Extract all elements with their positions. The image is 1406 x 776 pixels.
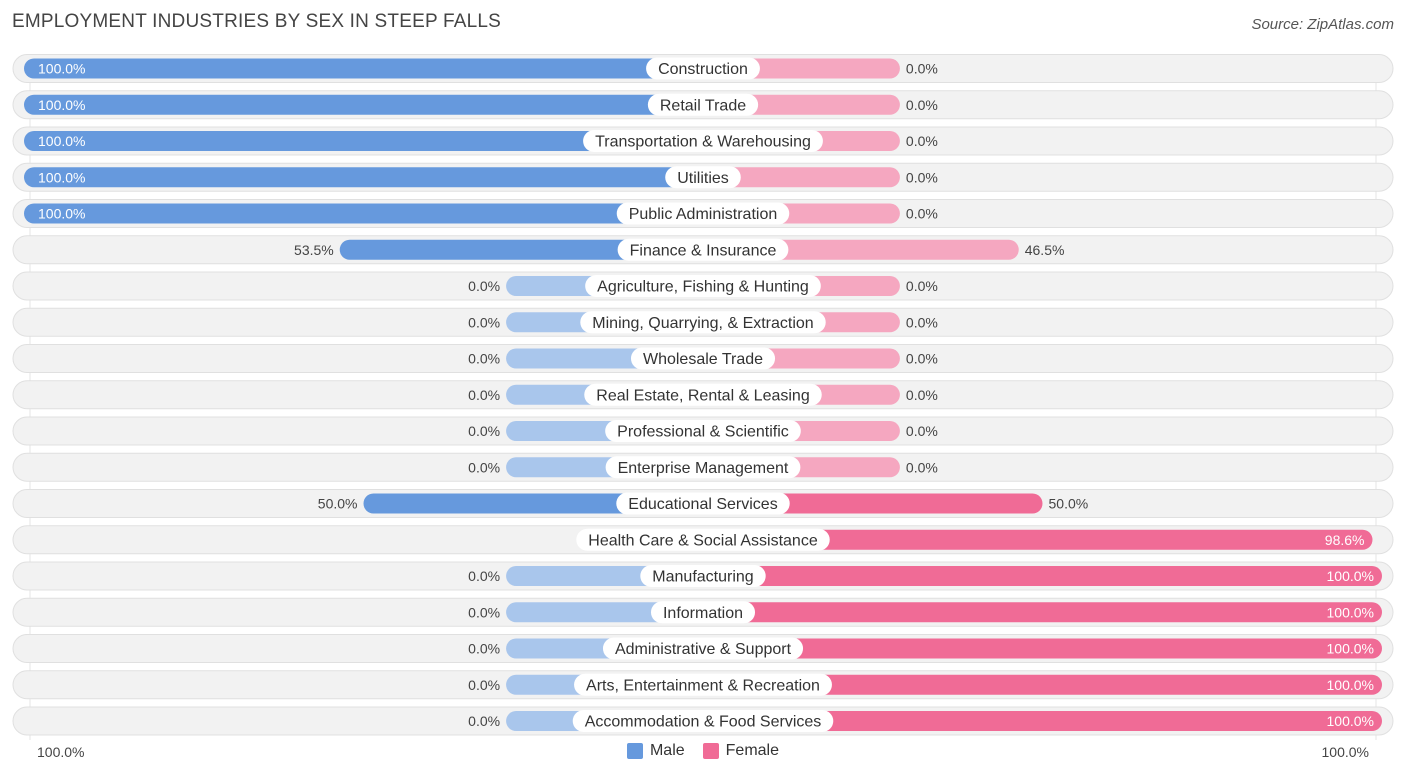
legend: Male Female	[0, 742, 1406, 760]
category-label-arts-entertainment-recreation: Arts, Entertainment & Recreation	[586, 677, 820, 694]
category-label-transportation-warehousing: Transportation & Warehousing	[595, 134, 811, 151]
category-pill-accommodation-food-services	[572, 710, 834, 732]
value-label-female-agriculture-fishing-hunting: 0.0%	[906, 278, 938, 294]
bar-male-public-administration	[24, 203, 715, 224]
category-pill-wholesale-trade	[630, 347, 776, 370]
axis-label-left: 100.0%	[37, 744, 85, 760]
legend-label-female: Female	[725, 742, 780, 759]
legend-item-male: Male	[626, 742, 685, 760]
value-label-female-real-estate-rental-leasing: 0.0%	[906, 387, 938, 403]
category-pill-public-administration	[616, 202, 790, 225]
value-label-female-construction: 0.0%	[906, 61, 938, 77]
bar-female-utilities	[691, 167, 900, 188]
value-label-female-manufacturing: 100.0%	[1327, 568, 1374, 584]
category-pill-information	[650, 601, 756, 624]
category-label-finance-insurance: Finance & Insurance	[630, 242, 777, 259]
bar-male-retail-trade	[24, 94, 715, 115]
bar-male-utilities	[24, 167, 715, 188]
category-label-retail-trade: Retail Trade	[660, 97, 746, 114]
category-pill-educational-services	[616, 492, 790, 515]
value-label-male-public-administration: 100.0%	[38, 206, 85, 222]
value-label-female-mining-quarrying-extraction: 0.0%	[906, 314, 938, 330]
category-label-real-estate-rental-leasing: Real Estate, Rental & Leasing	[596, 387, 809, 404]
category-label-enterprise-management: Enterprise Management	[618, 460, 789, 477]
value-label-female-public-administration: 0.0%	[906, 206, 938, 222]
category-pill-health-care-social-assistance	[576, 528, 830, 551]
diverging-bar-chart: 100.0% 0.0% Construction 100.0% 0.0% Retail T…	[12, 54, 1394, 740]
value-label-female-wholesale-trade: 0.0%	[906, 351, 938, 367]
axis-label-right: 100.0%	[1321, 744, 1369, 760]
value-label-male-mining-quarrying-extraction: 0.0%	[468, 314, 500, 330]
value-label-male-manufacturing: 0.0%	[468, 568, 500, 584]
bar-female-information	[691, 602, 1382, 623]
category-label-professional-scientific: Professional & Scientific	[617, 424, 789, 441]
value-label-female-health-care-social-assistance: 98.6%	[1325, 532, 1365, 548]
value-label-male-construction: 100.0%	[38, 61, 85, 77]
category-pill-utilities	[665, 166, 741, 189]
value-label-male-information: 0.0%	[468, 604, 500, 620]
category-label-public-administration: Public Administration	[629, 206, 778, 223]
category-label-health-care-social-assistance: Health Care & Social Assistance	[588, 532, 818, 549]
category-label-manufacturing: Manufacturing	[652, 569, 753, 586]
bar-female-manufacturing	[691, 566, 1382, 586]
value-label-male-transportation-warehousing: 100.0%	[38, 133, 85, 149]
value-label-male-arts-entertainment-recreation: 0.0%	[468, 677, 500, 693]
category-label-agriculture-fishing-hunting: Agriculture, Fishing & Hunting	[597, 279, 809, 296]
category-label-administrative-support: Administrative & Support	[615, 641, 792, 658]
category-label-accommodation-food-services: Accommodation & Food Services	[585, 714, 822, 731]
value-label-male-utilities: 100.0%	[38, 169, 85, 185]
value-label-male-agriculture-fishing-hunting: 0.0%	[468, 278, 500, 294]
bar-female-health-care-social-assistance	[691, 529, 1373, 550]
category-pill-construction	[646, 57, 760, 80]
value-label-female-professional-scientific: 0.0%	[906, 423, 938, 439]
category-label-utilities: Utilities	[677, 170, 729, 187]
category-label-educational-services: Educational Services	[628, 496, 777, 513]
category-pill-mining-quarrying-extraction	[580, 311, 826, 334]
category-label-mining-quarrying-extraction: Mining, Quarrying, & Extraction	[592, 315, 813, 332]
source-credit: Source: ZipAtlas.com	[1251, 16, 1394, 33]
value-label-male-enterprise-management: 0.0%	[468, 459, 500, 475]
legend-swatch-female	[702, 743, 719, 759]
bar-female-accommodation-food-services	[691, 711, 1382, 731]
chart-title: EMPLOYMENT INDUSTRIES BY SEX IN STEEP FA…	[12, 11, 502, 32]
category-pill-agriculture-fishing-hunting	[585, 275, 821, 297]
category-label-wholesale-trade: Wholesale Trade	[643, 351, 763, 368]
value-label-female-finance-insurance: 46.5%	[1025, 242, 1065, 258]
category-pill-professional-scientific	[605, 420, 801, 442]
bar-female-administrative-support	[691, 638, 1382, 659]
value-label-female-utilities: 0.0%	[906, 169, 938, 185]
value-label-female-retail-trade: 0.0%	[906, 97, 938, 113]
value-label-female-arts-entertainment-recreation: 100.0%	[1327, 677, 1374, 693]
value-label-male-accommodation-food-services: 0.0%	[468, 713, 500, 729]
category-label-information: Information	[663, 605, 743, 622]
category-pill-enterprise-management	[605, 456, 801, 479]
value-label-female-administrative-support: 100.0%	[1327, 641, 1374, 657]
category-pill-finance-insurance	[617, 238, 789, 261]
bar-male-construction	[24, 58, 715, 79]
category-label-construction: Construction	[658, 61, 748, 78]
value-label-female-accommodation-food-services: 100.0%	[1327, 713, 1374, 729]
category-pill-transportation-warehousing	[583, 130, 823, 152]
value-label-female-enterprise-management: 0.0%	[906, 459, 938, 475]
legend-label-male: Male	[649, 742, 685, 759]
value-label-female-information: 100.0%	[1327, 604, 1374, 620]
value-label-male-professional-scientific: 0.0%	[468, 423, 500, 439]
value-label-male-finance-insurance: 53.5%	[294, 242, 334, 258]
bar-female-arts-entertainment-recreation	[691, 674, 1382, 695]
category-pill-manufacturing	[640, 565, 766, 587]
category-pill-real-estate-rental-leasing	[584, 383, 822, 406]
category-pill-retail-trade	[647, 93, 759, 116]
legend-swatch-male	[626, 743, 643, 759]
value-label-female-transportation-warehousing: 0.0%	[906, 133, 938, 149]
category-pill-arts-entertainment-recreation	[574, 673, 832, 696]
value-label-male-administrative-support: 0.0%	[468, 641, 500, 657]
value-label-male-retail-trade: 100.0%	[38, 97, 85, 113]
value-label-female-educational-services: 50.0%	[1049, 496, 1089, 512]
value-label-male-real-estate-rental-leasing: 0.0%	[468, 387, 500, 403]
category-pill-administrative-support	[602, 637, 804, 660]
legend-item-female: Female	[702, 742, 780, 760]
value-label-male-educational-services: 50.0%	[318, 496, 358, 512]
bar-male-transportation-warehousing	[24, 131, 715, 151]
value-label-male-wholesale-trade: 0.0%	[468, 351, 500, 367]
